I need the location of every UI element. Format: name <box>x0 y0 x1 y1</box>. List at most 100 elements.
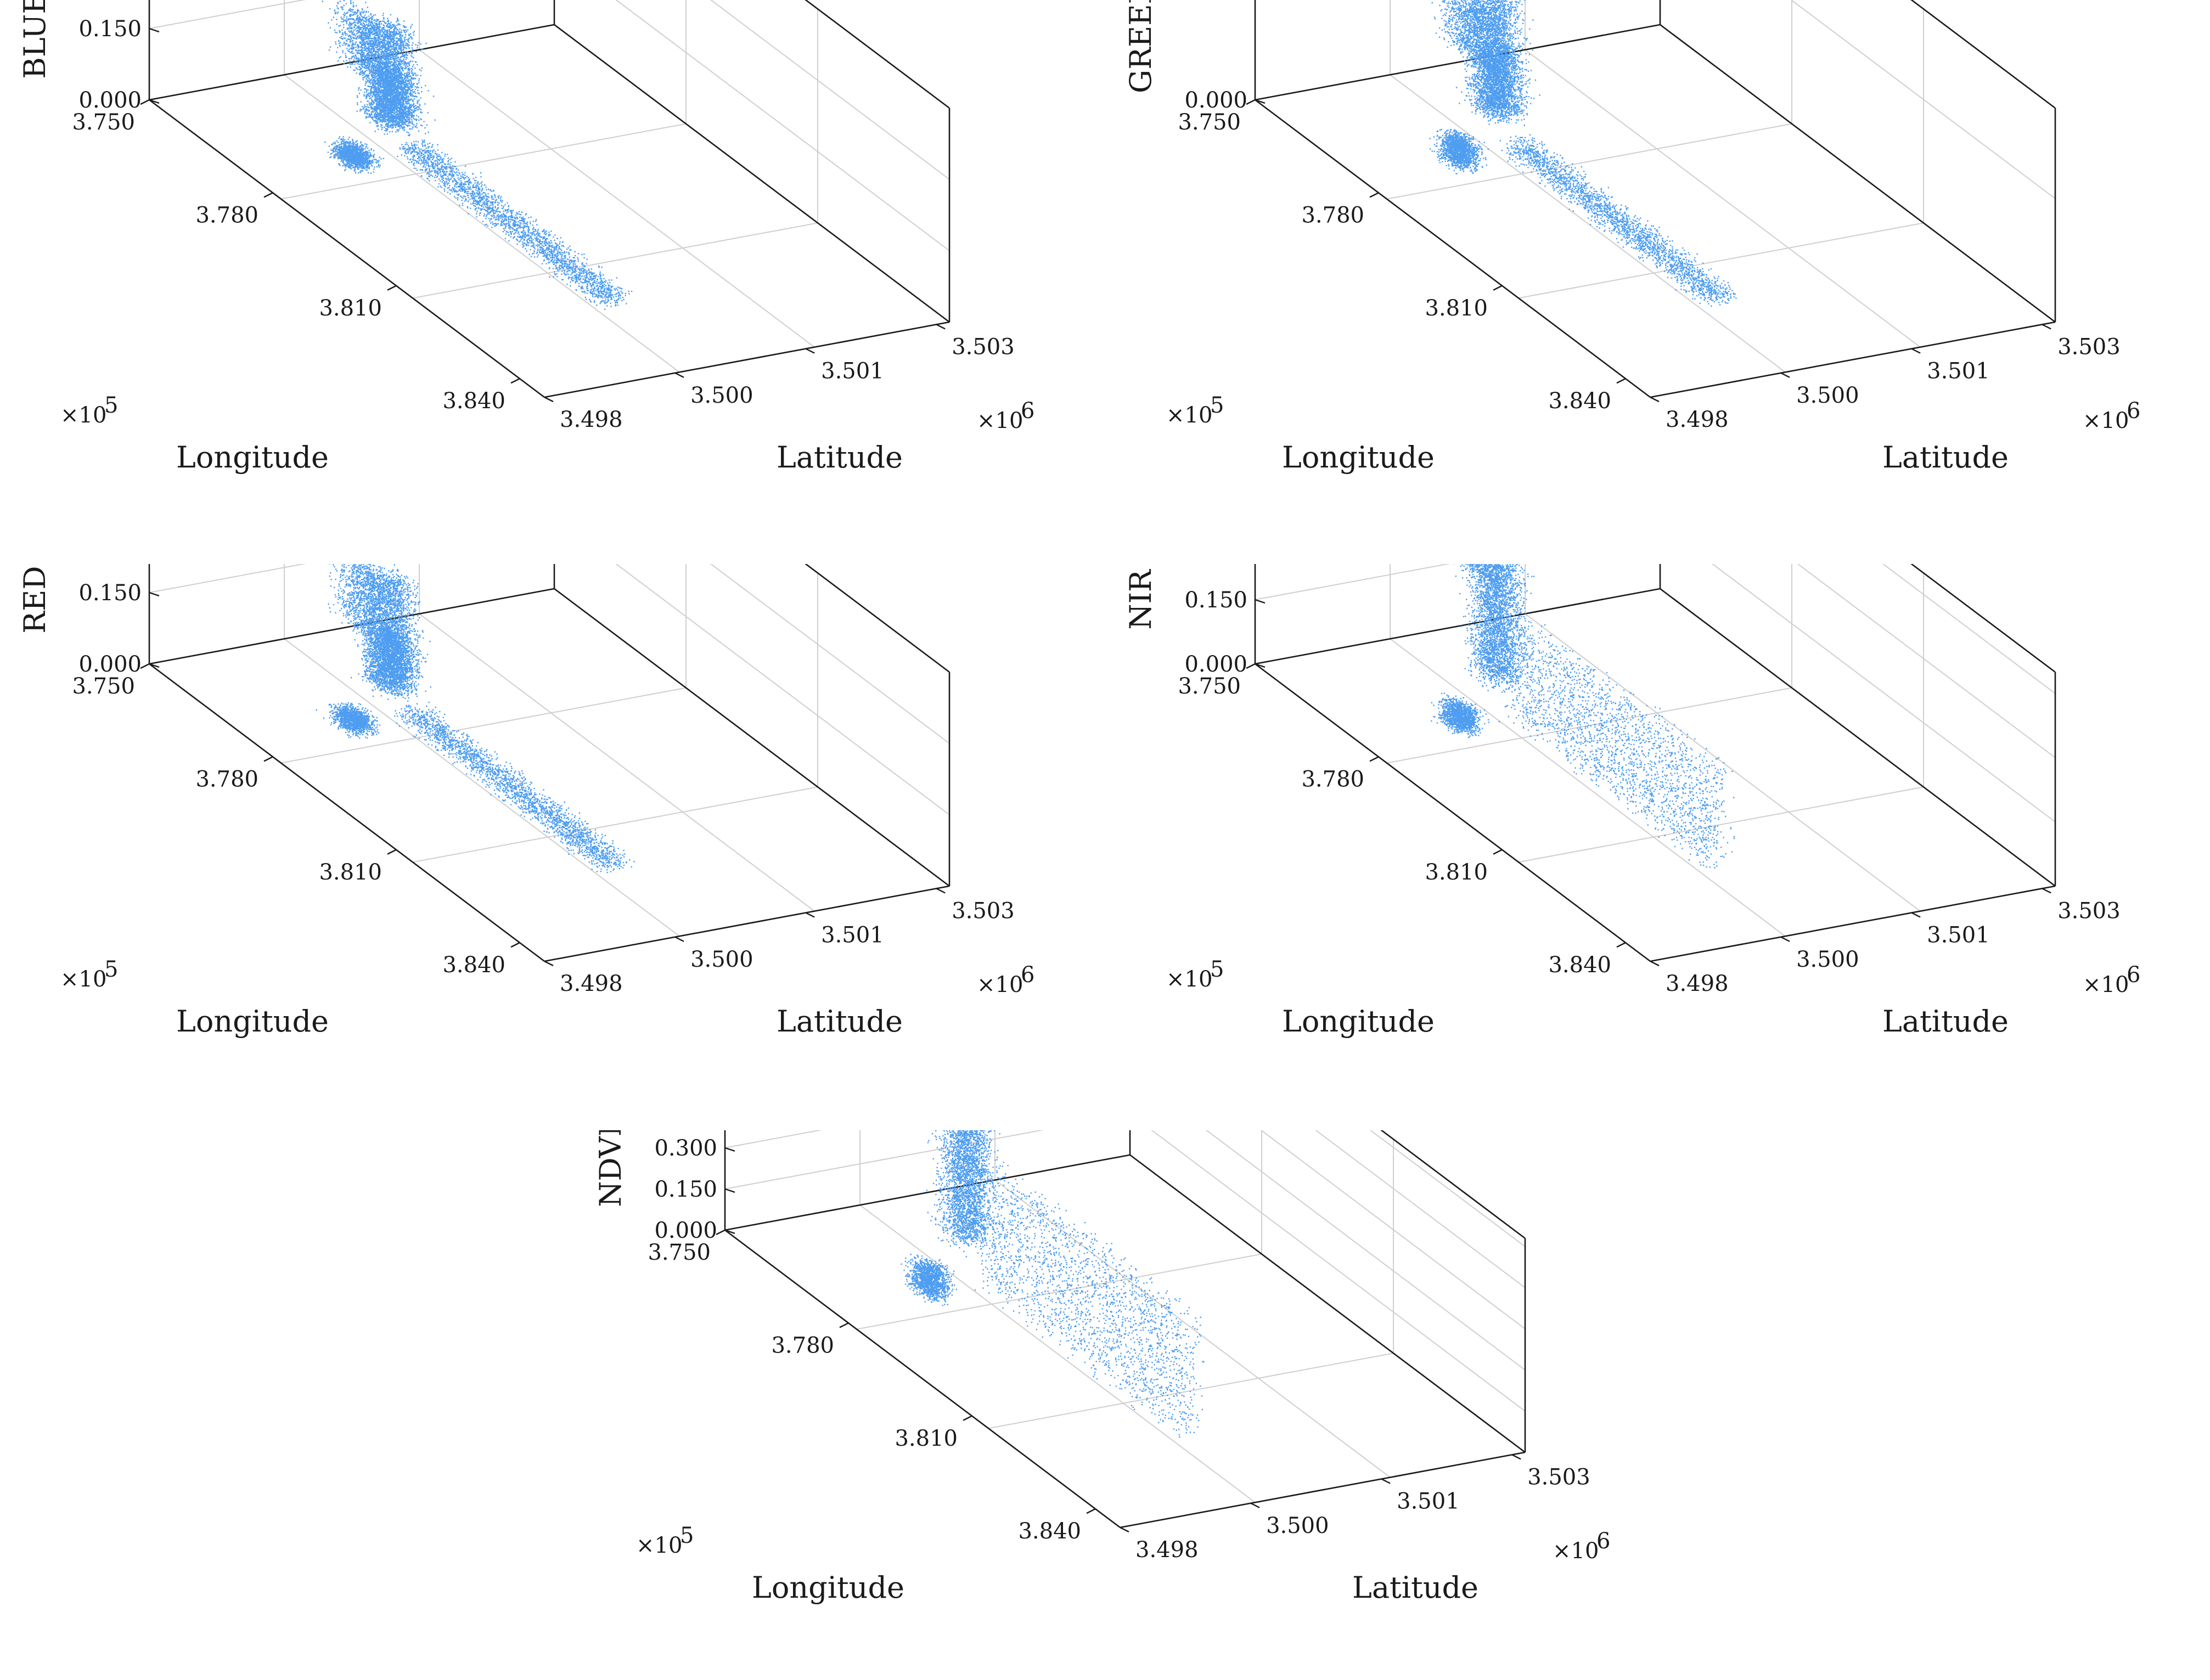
x-exponent-power: 5 <box>104 393 118 418</box>
z-tick-label: 0.300 <box>654 1136 717 1161</box>
z-gridline <box>1790 0 2056 199</box>
y-tick-label: 3.501 <box>821 359 884 384</box>
y-tick-label: 3.500 <box>690 947 753 972</box>
chart-red: 0.0000.1500.300RED3.7503.7803.8103.840Lo… <box>18 564 1034 1039</box>
z-gridline <box>1882 564 2056 694</box>
z-tick-label: 0.000 <box>78 652 142 677</box>
z-tick <box>724 1147 735 1152</box>
x-tick <box>140 99 150 105</box>
y-tick-label: 3.500 <box>690 383 753 408</box>
z-gridline <box>149 564 950 815</box>
y-tick-label: 3.503 <box>2057 334 2121 359</box>
z-tick <box>1255 99 1266 104</box>
x-tick-label: 3.780 <box>1301 202 1364 228</box>
z-gridline <box>1315 1130 1526 1288</box>
y-tick <box>1911 348 1921 354</box>
z-tick-label: 0.150 <box>1184 588 1247 613</box>
x-tick-label: 3.810 <box>1425 296 1488 321</box>
y-exponent: ×10 <box>2083 972 2129 997</box>
y-tick-label: 3.498 <box>1666 407 1729 432</box>
axis-edge <box>149 99 545 398</box>
x-tick <box>510 942 520 948</box>
z-gridline <box>710 0 950 180</box>
x-tick-label: 3.750 <box>72 674 135 699</box>
axes-box <box>148 564 951 937</box>
x-tick <box>387 849 397 855</box>
x-axis-label: Longitude <box>176 1004 329 1039</box>
x-gridline <box>859 1204 1256 1503</box>
y-tick <box>544 960 554 967</box>
axes-box <box>148 0 951 373</box>
y-tick-label: 3.501 <box>821 923 884 948</box>
y-tick-label: 3.503 <box>952 334 1015 359</box>
y-tick-label: 3.498 <box>1135 1537 1199 1563</box>
x-tick-label: 3.810 <box>319 860 382 885</box>
point-cloud <box>322 0 633 310</box>
y-exponent-power: 6 <box>1021 398 1034 424</box>
axis-edge <box>1255 99 1651 398</box>
x-tick-label: 3.840 <box>1018 1519 1081 1544</box>
z-tick <box>724 1188 735 1193</box>
x-tick <box>1616 378 1626 384</box>
data-points <box>1429 0 1737 307</box>
chart-ndvi: 0.0000.1500.3000.4500.6000.750NDVI3.7503… <box>593 1130 1610 1605</box>
z-gridline <box>1797 564 2056 758</box>
x-exponent-power: 5 <box>1210 393 1224 418</box>
data-points <box>316 564 635 873</box>
point-cloud <box>316 564 635 873</box>
y-tick-label: 3.501 <box>1397 1489 1460 1514</box>
z-axis-label: BLUE <box>18 0 52 79</box>
y-tick <box>936 888 946 894</box>
y-gridline <box>280 687 687 764</box>
x-axis-label: Longitude <box>752 1570 904 1605</box>
x-tick-label: 3.840 <box>442 952 505 978</box>
point-cloud <box>901 1130 1205 1438</box>
y-tick <box>674 372 684 378</box>
x-tick-label: 3.810 <box>319 296 382 321</box>
x-exponent-power: 5 <box>1210 957 1224 982</box>
z-tick-label: 0.000 <box>78 88 142 113</box>
y-tick <box>544 396 554 403</box>
y-exponent-power: 6 <box>2127 398 2140 424</box>
y-tick <box>805 348 815 354</box>
axes-front: 0.0000.1500.3000.4500.6000.750NDVI3.7503… <box>593 1130 1610 1605</box>
z-axis-label: RED <box>18 566 52 633</box>
y-tick <box>1381 1478 1391 1484</box>
chart-blue: 0.0000.1500.300BLUE3.7503.7803.8103.840L… <box>18 0 1034 475</box>
chart-nir: 0.0000.1500.3000.450NIR3.7503.7803.8103.… <box>1123 564 2140 1039</box>
z-gridline <box>724 1130 1526 1412</box>
y-tick-label: 3.498 <box>560 971 623 996</box>
z-gridline <box>1260 1130 1526 1329</box>
x-tick <box>1086 1508 1096 1514</box>
axis-edge <box>1129 1154 1526 1453</box>
x-tick-label: 3.840 <box>442 388 505 414</box>
y-axis-label: Latitude <box>777 440 903 475</box>
z-tick-label: 0.000 <box>1184 88 1247 113</box>
x-exponent: ×10 <box>60 967 106 992</box>
axes-front: 0.0000.1500.3000.450NIR3.7503.7803.8103.… <box>1123 569 2140 1039</box>
z-tick-label: 0.150 <box>78 16 142 42</box>
axis-edge <box>1120 1451 1526 1529</box>
x-axis-label: Longitude <box>1282 1004 1435 1039</box>
axis-edge <box>1910 564 2056 673</box>
axis-edge <box>724 1229 1121 1529</box>
x-tick-label: 3.750 <box>1178 674 1241 699</box>
x-tick <box>963 1415 972 1421</box>
x-tick <box>1493 849 1503 855</box>
z-gridline <box>710 564 950 744</box>
y-tick <box>1780 372 1790 378</box>
x-exponent: ×10 <box>60 403 106 428</box>
x-tick-label: 3.780 <box>195 766 258 792</box>
x-exponent: ×10 <box>1166 967 1212 992</box>
x-exponent: ×10 <box>636 1533 682 1558</box>
axis-edge <box>1380 1130 1526 1239</box>
plot-panel-blue: 0.0000.1500.300BLUE3.7503.7803.8103.840L… <box>0 0 1104 550</box>
y-tick <box>2042 888 2051 894</box>
x-tick <box>510 378 520 384</box>
z-tick-label: 0.150 <box>78 580 142 606</box>
y-gridline <box>988 1352 1394 1429</box>
y-tick <box>936 324 946 330</box>
x-gridline <box>284 638 680 937</box>
axis-edge <box>544 321 950 398</box>
y-tick-label: 3.500 <box>1796 383 1859 408</box>
